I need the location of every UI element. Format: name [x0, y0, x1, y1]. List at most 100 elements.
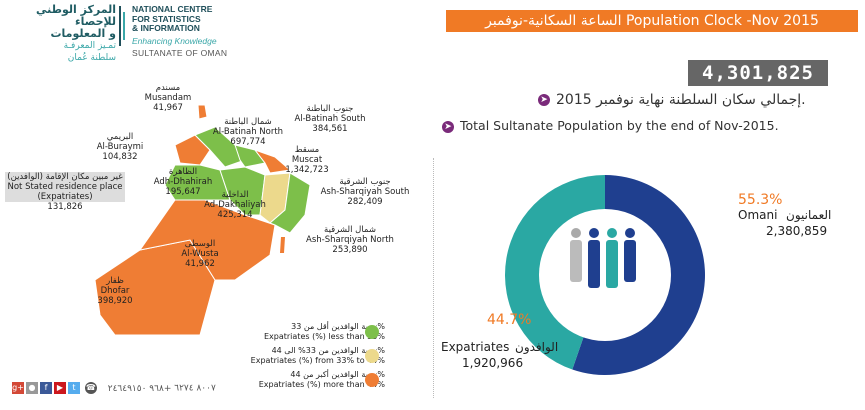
flickr-icon[interactable]: ● [26, 382, 38, 394]
legend-low-en: Expatriates (%) less than 33% [263, 332, 385, 341]
musandam-ar: مسندم [155, 83, 181, 93]
omani-label-en: Omani [738, 208, 778, 222]
sharqiyah-south-ar: جنوب الشرقية [339, 177, 391, 187]
logo-english: NATIONAL CENTRE FOR STATISTICS & INFORMA… [132, 4, 242, 59]
arrow-right-icon: ➤ [442, 120, 454, 133]
people-group-icon [570, 228, 636, 288]
tollfree-number: ٨٠٠٧ ٦٢٧٤ [174, 383, 216, 394]
batinah-north-en: Al-Batinah North [212, 127, 284, 137]
population-donut [505, 175, 705, 375]
label-dhofar: ظفار Dhofar 398,920 [85, 276, 145, 306]
expat-label-ar: الوافدون [515, 340, 559, 354]
legend-dot-mid [365, 349, 379, 363]
dhahirah-ar: الظاهرة [168, 167, 198, 177]
legend-mid-en: Expatriates (%) from 33% to 44% [250, 356, 385, 365]
label-batinah-south: جنوب الباطنة Al-Batinah South 384,561 [280, 104, 380, 134]
label-wusta: الوسطى Al-Wusta 41,962 [170, 239, 230, 269]
legend-dot-low [365, 325, 379, 339]
dhofar-en: Dhofar [100, 286, 130, 296]
logo-ar-line3: و المعلومات [50, 27, 116, 40]
sharqiyah-north-value: 253,890 [332, 245, 368, 255]
region-sharqiyah-south [269, 172, 311, 234]
legend-high-en: Expatriates (%) more than 44% [258, 380, 385, 389]
legend-dot-high [365, 373, 379, 387]
wusta-ar: الوسطى [184, 239, 216, 249]
legend-high-ar: نسبة الوافدين أكبر من 44% [290, 370, 385, 379]
batinah-south-value: 384,561 [312, 124, 348, 134]
dhofar-value: 398,920 [97, 296, 133, 306]
logo-en-line3: & INFORMATION [132, 23, 200, 33]
legend-item-low: نسبة الوافدين أقل من 33% Expatriates (%)… [190, 322, 385, 342]
phone-number: +٩٦٨ ٢٤٦٤٩١٥٠ [107, 383, 172, 394]
buraymi-value: 104,832 [102, 152, 138, 162]
musandam-en: Musandam [144, 93, 192, 103]
dhahirah-en: Adh-Dhahirah [153, 177, 213, 187]
sharqiyah-south-en: Ash-Sharqiyah South [320, 187, 410, 197]
omani-label-ar: العمانيون [786, 208, 832, 222]
oman-map [95, 105, 311, 335]
logo-ar-line1: المركز الوطني [36, 3, 116, 16]
wusta-en: Al-Wusta [181, 249, 219, 259]
batinah-south-en: Al-Batinah South [294, 114, 366, 124]
region-dhahirah [164, 164, 231, 201]
logo-en-line2: FOR STATISTICS [132, 13, 201, 24]
wusta-value: 41,962 [185, 259, 215, 269]
summary-line-en: ➤ Total Sultanate Population by the end o… [442, 118, 852, 133]
label-dhahirah: الظاهرة Adh-Dhahirah 195,647 [146, 167, 220, 197]
not-stated-value: 131,826 [47, 202, 83, 212]
logo-en-line1: NATIONAL CENTRE [132, 4, 213, 14]
batinah-north-value: 697,774 [230, 137, 266, 147]
logo-ar-sultanate: سلطنة عُمان [67, 53, 116, 63]
sharqiyah-north-ar: شمال الشرقية [324, 225, 376, 235]
sharqiyah-north-en: Ash-Sharqiyah North [306, 235, 394, 245]
not-stated-en2: (Expatriates) [37, 192, 93, 202]
page-title: الساعة السكانية-نوفمبر Population Clock … [446, 10, 858, 32]
logo-en-sultanate: SULTANATE OF OMAN [132, 48, 228, 58]
batinah-south-ar: جنوب الباطنة [306, 104, 354, 114]
legend-mid-ar: نسبة الوافدين من 33% الى 44% [271, 346, 385, 355]
arrow-right-icon: ➤ [538, 94, 550, 106]
googleplus-icon[interactable]: g+ [12, 382, 24, 394]
dhahirah-value: 195,647 [165, 187, 201, 197]
muscat-en: Muscat [291, 155, 323, 165]
not-stated-ar: غير مبين مكان الإقامة (الوافدين) [7, 172, 123, 182]
twitter-icon[interactable]: t [68, 382, 80, 394]
expat-value: 1,920,966 [462, 356, 524, 370]
dakhiliyah-en: Ad-Dakhaliyah [204, 200, 266, 210]
region-batinah-south [234, 144, 266, 168]
muscat-value: 1,342,723 [285, 165, 329, 175]
youtube-icon[interactable]: ▶ [54, 382, 66, 394]
facebook-icon[interactable]: f [40, 382, 52, 394]
musandam-value: 41,967 [153, 103, 183, 113]
not-stated-box: غير مبين مكان الإقامة (الوافدين) Not Sta… [5, 172, 125, 202]
label-batinah-north: شمال الباطنة Al-Batinah North 697,774 [198, 117, 298, 147]
legend-low-ar: نسبة الوافدين أقل من 33% [291, 322, 385, 331]
logo-ar-tagline: تمـيز المعرفـة [63, 41, 116, 51]
footer: g+ ● f ▶ t ☎ ٨٠٠٧ ٦٢٧٤ +٩٦٨ ٢٤٦٤٩١٥٠ [12, 382, 216, 398]
sharqiyah-south-value: 282,409 [347, 197, 383, 207]
logo-arabic: المركز الوطني للإحصاء و المعلومات تمـيز … [8, 4, 116, 64]
label-muscat: مسقط Muscat 1,342,723 [272, 145, 342, 175]
total-population-counter: 4,301,825 [688, 60, 828, 86]
dakhiliyah-ar: الداخلية [221, 190, 249, 200]
expat-percent: 44.7% [487, 312, 532, 328]
expat-label-en: Expatriates [441, 340, 510, 354]
summary-text-ar: إجمالي سكان السلطنة نهاية نوفمبر 2015. [556, 92, 806, 108]
label-sharqiyah-north: شمال الشرقية Ash-Sharqiyah North 253,890 [295, 225, 405, 255]
summary-line-ar: ➤ إجمالي سكان السلطنة نهاية نوفمبر 2015. [538, 92, 838, 108]
logo-mark-icon [119, 6, 125, 46]
label-musandam: مسندم Musandam 41,967 [128, 83, 208, 113]
region-masirah [280, 237, 285, 253]
logo-ar-line2: للإحصاء [74, 15, 116, 28]
divider [433, 158, 434, 398]
region-musandam [197, 105, 208, 120]
muscat-ar: مسقط [294, 145, 320, 155]
omani-percent: 55.3% [738, 192, 783, 208]
label-not-stated: غير مبين مكان الإقامة (الوافدين) Not Sta… [5, 172, 125, 212]
region-buraymi [174, 134, 211, 166]
not-stated-en: Not Stated residence place [7, 182, 123, 192]
region-muscat [253, 148, 292, 174]
label-sharqiyah-south: جنوب الشرقية Ash-Sharqiyah South 282,409 [310, 177, 420, 207]
logo-en-tagline: Enhancing Knowledge [132, 35, 217, 46]
omani-value: 2,380,859 [766, 224, 828, 238]
